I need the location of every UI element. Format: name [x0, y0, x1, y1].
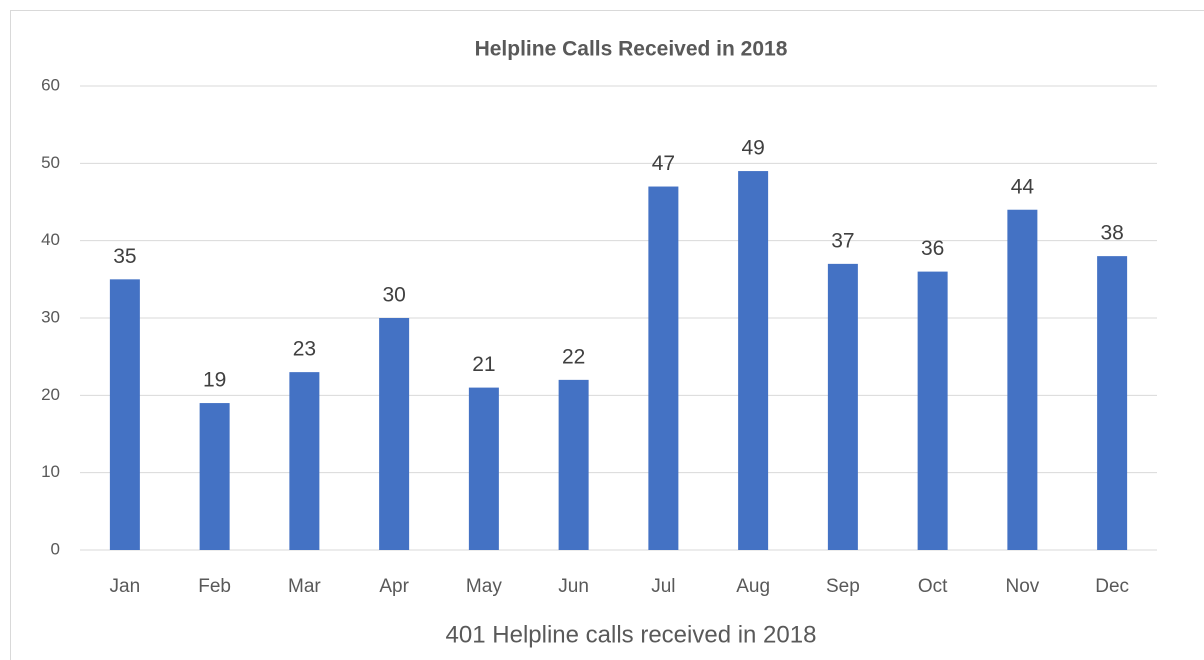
y-tick-label: 40: [41, 230, 60, 249]
x-tick-label: Aug: [736, 576, 770, 597]
data-label: 30: [382, 284, 405, 307]
x-tick-label: Jul: [651, 576, 675, 597]
data-label: 37: [831, 229, 854, 252]
x-tick-label: May: [466, 576, 502, 597]
data-label: 44: [1011, 175, 1035, 198]
bar: [738, 171, 769, 551]
bar: [1007, 209, 1038, 550]
x-tick-label: Jan: [110, 576, 141, 597]
y-tick-label: 20: [41, 385, 60, 404]
bar: [289, 372, 320, 550]
x-tick-label: Sep: [826, 576, 860, 597]
bar: [468, 387, 499, 550]
x-tick-label: Nov: [1005, 576, 1039, 597]
data-label: 47: [652, 152, 675, 175]
data-label: 19: [203, 369, 226, 392]
y-tick-label: 0: [51, 539, 60, 558]
x-tick-label: Mar: [288, 576, 321, 597]
bar: [558, 379, 589, 550]
x-tick-label: Apr: [379, 576, 409, 597]
bar: [827, 263, 858, 550]
data-label: 35: [113, 245, 136, 268]
x-tick-label: Dec: [1095, 576, 1129, 597]
chart-title: Helpline Calls Received in 2018: [475, 38, 788, 61]
y-tick-label: 50: [41, 153, 60, 172]
x-tick-label: Oct: [918, 576, 948, 597]
data-label: 36: [921, 237, 944, 260]
x-tick-label: Feb: [198, 576, 231, 597]
bar: [109, 279, 140, 550]
y-tick-label: 30: [41, 307, 60, 326]
bar: [1097, 256, 1128, 550]
data-label: 49: [741, 137, 764, 160]
bar: [379, 318, 410, 550]
data-label: 22: [562, 345, 585, 368]
x-axis-label: 401 Helpline calls received in 2018: [446, 621, 817, 648]
y-tick-label: 60: [41, 75, 60, 94]
chart-border: [10, 10, 1204, 660]
x-tick-label: Jun: [558, 576, 589, 597]
bar: [199, 403, 230, 550]
bar: [648, 186, 679, 551]
bar: [917, 271, 948, 550]
data-label: 38: [1100, 222, 1123, 245]
y-tick-label: 10: [41, 462, 60, 481]
data-label: 23: [293, 338, 316, 361]
data-label: 21: [472, 353, 495, 376]
